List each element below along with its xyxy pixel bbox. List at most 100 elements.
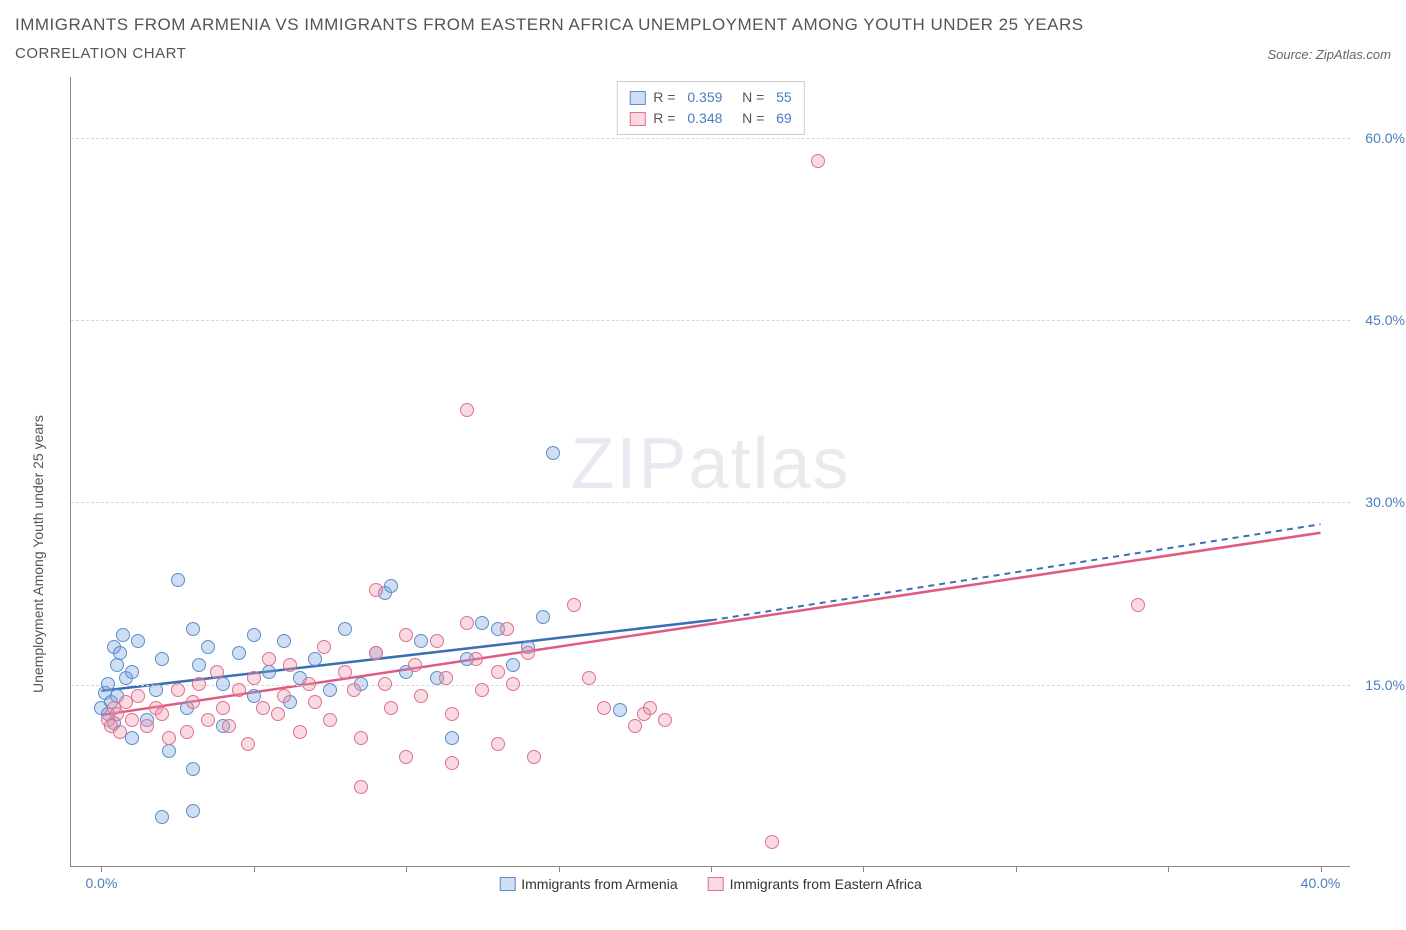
data-point: [414, 689, 428, 703]
data-point: [811, 154, 825, 168]
data-point: [628, 719, 642, 733]
data-point: [277, 634, 291, 648]
data-point: [369, 646, 383, 660]
data-point: [491, 665, 505, 679]
data-point: [308, 652, 322, 666]
data-point: [384, 579, 398, 593]
y-tick-label: 45.0%: [1365, 312, 1405, 328]
data-point: [445, 707, 459, 721]
data-point: [338, 622, 352, 636]
data-point: [460, 403, 474, 417]
data-point: [186, 762, 200, 776]
data-point: [536, 610, 550, 624]
data-point: [247, 689, 261, 703]
x-tick: [254, 866, 255, 872]
y-tick-label: 30.0%: [1365, 494, 1405, 510]
x-tick: [863, 866, 864, 872]
data-point: [262, 652, 276, 666]
gridline: [71, 685, 1350, 686]
data-point: [256, 701, 270, 715]
data-point: [162, 744, 176, 758]
y-axis-label: Unemployment Among Youth under 25 years: [30, 415, 46, 693]
x-tick: [1321, 866, 1322, 872]
data-point: [186, 804, 200, 818]
data-point: [216, 677, 230, 691]
x-tick-label: 0.0%: [86, 875, 118, 891]
data-point: [347, 683, 361, 697]
data-point: [567, 598, 581, 612]
data-point: [491, 737, 505, 751]
data-point: [317, 640, 331, 654]
data-point: [116, 628, 130, 642]
data-point: [186, 695, 200, 709]
data-point: [384, 701, 398, 715]
x-tick: [1016, 866, 1017, 872]
data-point: [149, 683, 163, 697]
data-point: [500, 622, 514, 636]
data-point: [354, 780, 368, 794]
data-point: [125, 731, 139, 745]
data-point: [180, 725, 194, 739]
data-point: [506, 677, 520, 691]
data-point: [439, 671, 453, 685]
data-point: [110, 658, 124, 672]
data-point: [171, 683, 185, 697]
y-tick-label: 15.0%: [1365, 677, 1405, 693]
data-point: [222, 719, 236, 733]
gridline: [71, 138, 1350, 139]
data-point: [283, 658, 297, 672]
data-point: [323, 683, 337, 697]
x-tick: [559, 866, 560, 872]
data-point: [192, 677, 206, 691]
data-point: [613, 703, 627, 717]
data-point: [430, 634, 444, 648]
data-point: [125, 665, 139, 679]
watermark: ZIPatlas: [570, 422, 850, 504]
data-point: [546, 446, 560, 460]
x-tick: [711, 866, 712, 872]
legend-row: R = 0.348 N = 69: [629, 108, 791, 129]
data-point: [369, 583, 383, 597]
data-point: [247, 671, 261, 685]
data-point: [597, 701, 611, 715]
data-point: [445, 756, 459, 770]
data-point: [110, 707, 124, 721]
data-point: [323, 713, 337, 727]
data-point: [469, 652, 483, 666]
data-point: [201, 640, 215, 654]
data-point: [521, 646, 535, 660]
data-point: [338, 665, 352, 679]
data-point: [113, 725, 127, 739]
data-point: [293, 725, 307, 739]
data-point: [131, 634, 145, 648]
data-point: [399, 750, 413, 764]
series-legend: Immigrants from ArmeniaImmigrants from E…: [499, 876, 922, 892]
data-point: [506, 658, 520, 672]
data-point: [527, 750, 541, 764]
data-point: [1131, 598, 1145, 612]
data-point: [162, 731, 176, 745]
data-point: [232, 646, 246, 660]
gridline: [71, 320, 1350, 321]
data-point: [582, 671, 596, 685]
data-point: [399, 628, 413, 642]
chart-subtitle: CORRELATION CHART: [15, 45, 1084, 62]
chart-container: Unemployment Among Youth under 25 years …: [15, 77, 1406, 907]
x-tick: [101, 866, 102, 872]
data-point: [131, 689, 145, 703]
data-point: [241, 737, 255, 751]
data-point: [113, 646, 127, 660]
data-point: [186, 622, 200, 636]
data-point: [643, 701, 657, 715]
data-point: [101, 677, 115, 691]
data-point: [460, 616, 474, 630]
data-point: [302, 677, 316, 691]
data-point: [140, 719, 154, 733]
data-point: [354, 731, 368, 745]
data-point: [247, 628, 261, 642]
data-point: [308, 695, 322, 709]
correlation-legend: R = 0.359 N = 55R = 0.348 N = 69: [616, 81, 804, 135]
data-point: [216, 701, 230, 715]
data-point: [408, 658, 422, 672]
data-point: [171, 573, 185, 587]
